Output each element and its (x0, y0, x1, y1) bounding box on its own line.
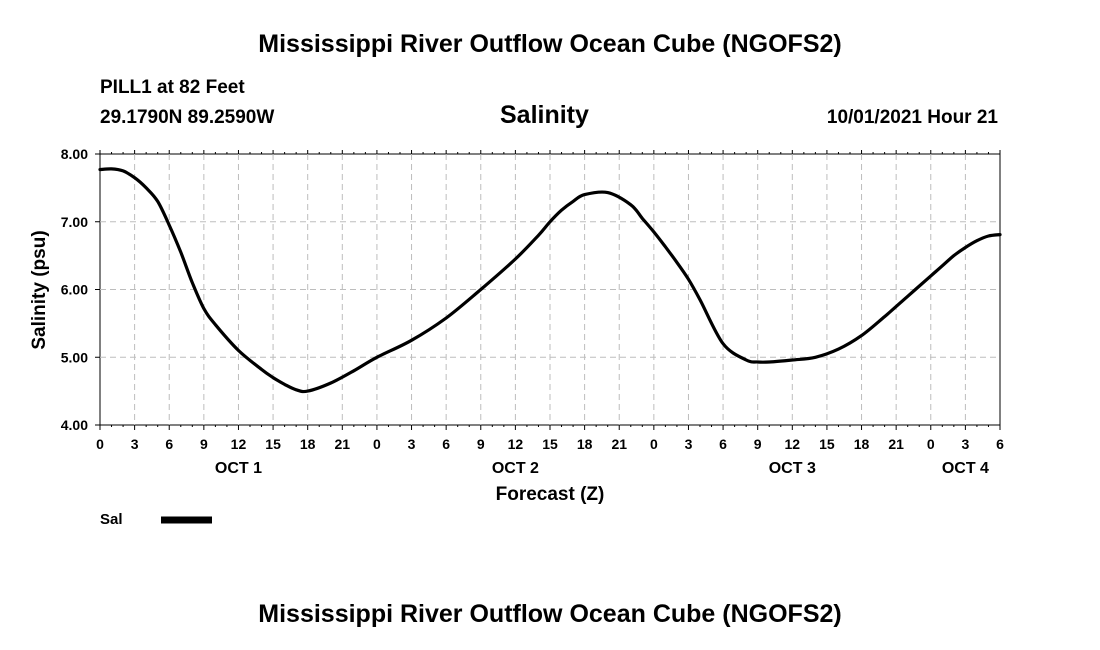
x-tick-label: 18 (577, 436, 593, 452)
x-tick-label: 6 (442, 436, 450, 452)
station-coordinates: 29.1790N 89.2590W (100, 107, 275, 128)
x-tick-label: 9 (754, 436, 762, 452)
x-axis-label: Forecast (Z) (496, 484, 605, 505)
x-tick-label: 0 (650, 436, 658, 452)
y-tick-label: 6.00 (61, 282, 88, 298)
chart-subtitle: Salinity (500, 101, 589, 129)
x-tick-label: 18 (300, 436, 316, 452)
station-label: PILL1 at 82 Feet (100, 77, 245, 98)
x-tick-label: 21 (335, 436, 351, 452)
x-tick-label: 0 (96, 436, 104, 452)
y-tick-label: 4.00 (61, 417, 88, 433)
x-tick-label: 15 (819, 436, 835, 452)
x-tick-label: 12 (508, 436, 524, 452)
x-tick-label: 6 (165, 436, 173, 452)
date-label: OCT 2 (492, 460, 539, 477)
y-tick-label: 5.00 (61, 349, 88, 365)
x-tick-label: 3 (685, 436, 693, 452)
x-tick-label: 15 (265, 436, 281, 452)
x-tick-label: 18 (854, 436, 870, 452)
x-tick-label: 3 (131, 436, 139, 452)
y-tick-label: 7.00 (61, 214, 88, 230)
x-tick-label: 15 (542, 436, 558, 452)
footer-title: Mississippi River Outflow Ocean Cube (NG… (258, 600, 842, 628)
x-tick-label: 9 (200, 436, 208, 452)
x-tick-label: 0 (373, 436, 381, 452)
y-axis-label: Salinity (psu) (29, 230, 50, 349)
y-tick-label: 8.00 (61, 146, 88, 162)
series-line-sal (98, 167, 1002, 394)
x-tick-label: 3 (408, 436, 416, 452)
x-tick-label: 21 (888, 436, 904, 452)
legend-label: Sal (100, 511, 123, 528)
x-tick-label: 0 (927, 436, 935, 452)
date-label: OCT 4 (942, 460, 989, 477)
x-tick-label: 6 (996, 436, 1004, 452)
x-tick-label: 21 (611, 436, 627, 452)
forecast-datetime: 10/01/2021 Hour 21 (826, 107, 998, 128)
x-tick-label: 9 (477, 436, 485, 452)
chart-title: Mississippi River Outflow Ocean Cube (NG… (258, 30, 842, 58)
x-tick-label: 12 (785, 436, 801, 452)
date-label: OCT 1 (215, 460, 262, 477)
x-tick-label: 3 (961, 436, 969, 452)
x-tick-label: 12 (231, 436, 247, 452)
x-tick-label: 6 (719, 436, 727, 452)
date-label: OCT 3 (769, 460, 816, 477)
